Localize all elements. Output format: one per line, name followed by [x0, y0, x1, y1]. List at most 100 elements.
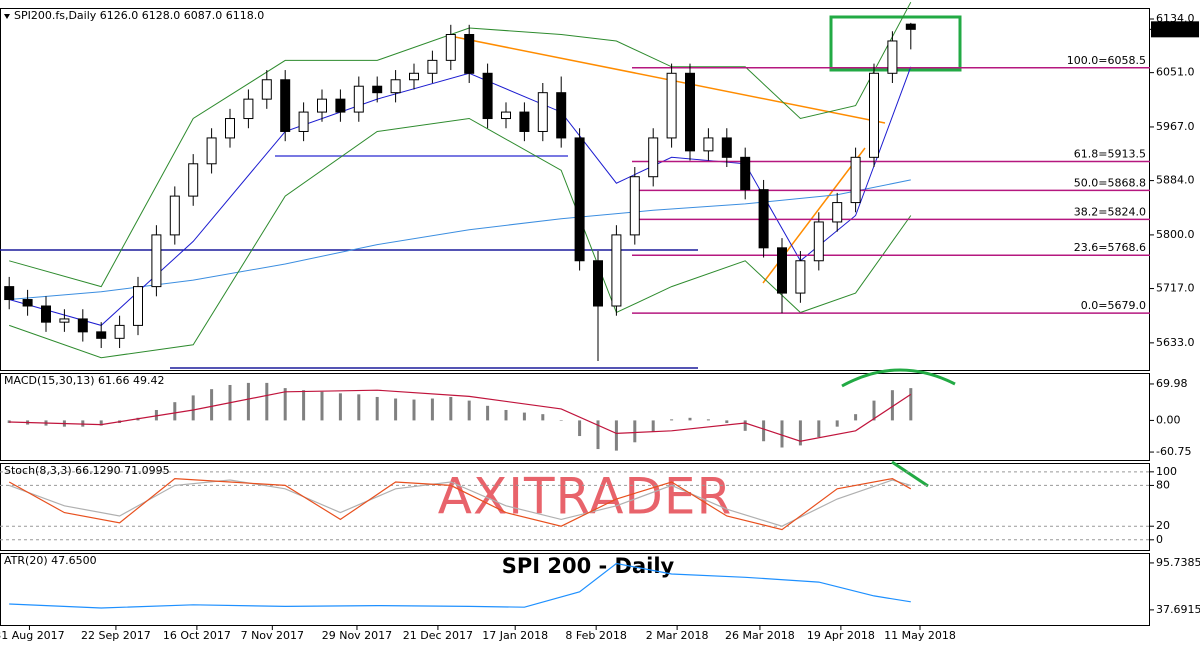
- macd-bar: [7, 420, 11, 424]
- candle-body: [151, 234, 162, 288]
- candle-body: [206, 137, 217, 165]
- macd-bar: [835, 420, 839, 427]
- macd-bar: [578, 420, 582, 437]
- x-tick-label: 8 Feb 2018: [565, 629, 626, 642]
- macd-bar: [338, 393, 342, 421]
- fib-label: 0.0=5679.0: [1081, 299, 1146, 312]
- macd-bar: [522, 412, 526, 421]
- atr-panel: [0, 553, 1150, 626]
- macd-bar: [817, 420, 821, 438]
- macd-bar: [762, 420, 766, 442]
- panel-title: ATR(20) 47.6500: [4, 554, 97, 567]
- x-tick-label: 17 Jan 2018: [482, 629, 548, 642]
- macd-bar: [283, 388, 287, 421]
- candle-body: [464, 34, 475, 74]
- macd-bar: [173, 402, 177, 421]
- caption: SPI 200 - Daily: [502, 554, 675, 578]
- candle-body: [685, 72, 695, 152]
- fib-label: 23.6=5768.6: [1074, 241, 1146, 254]
- y-tick-label: 37.6915: [1156, 603, 1200, 616]
- macd-bar: [725, 420, 729, 424]
- macd-bar: [246, 382, 250, 421]
- candle-body: [611, 234, 622, 307]
- candle-body: [243, 98, 254, 120]
- x-tick-label: 2 Mar 2018: [646, 629, 709, 642]
- macd-bar: [99, 420, 103, 426]
- y-tick-label: 20: [1156, 519, 1170, 532]
- candle-body: [813, 221, 824, 262]
- candle-body: [280, 79, 291, 132]
- macd-bar: [449, 396, 453, 421]
- candle-body: [501, 111, 511, 120]
- macd-panel: [0, 373, 1150, 461]
- macd-bar: [320, 391, 324, 421]
- candle-body: [850, 156, 861, 204]
- macd-bar: [265, 382, 269, 421]
- panel-title: MACD(15,30,13) 61.66 49.42: [4, 374, 165, 387]
- macd-bar: [394, 398, 398, 421]
- candle-body: [758, 189, 769, 249]
- watermark: AXITRADER: [438, 468, 733, 526]
- candle-body: [133, 286, 143, 326]
- y-tick-label: 5884.0: [1156, 174, 1195, 187]
- candle-body: [4, 286, 15, 301]
- last-price-label: 6118.0: [1156, 22, 1195, 35]
- candle-body: [372, 85, 383, 94]
- macd-bar: [302, 390, 306, 421]
- candle-body: [353, 85, 364, 113]
- macd-bar: [430, 398, 434, 421]
- x-tick-label: 21 Dec 2017: [403, 629, 473, 642]
- candle-body: [390, 79, 401, 94]
- signal-line: [9, 389, 912, 442]
- candle-body: [317, 98, 327, 113]
- macd-bar: [467, 400, 471, 421]
- macd-bar: [486, 405, 490, 421]
- candle-body: [556, 92, 567, 139]
- candle-body: [777, 247, 787, 294]
- candle-body: [666, 72, 677, 139]
- macd-bar: [559, 420, 563, 421]
- fib-label: 61.8=5913.5: [1074, 148, 1146, 161]
- macd-bar: [210, 389, 214, 421]
- macd-bar: [798, 420, 802, 446]
- x-tick-label: 16 Oct 2017: [163, 629, 231, 642]
- macd-bar: [504, 409, 508, 421]
- candle-body: [482, 72, 493, 120]
- candle-body: [77, 318, 88, 333]
- y-tick-label: 5717.0: [1156, 282, 1195, 295]
- highlight-stroke: [891, 460, 929, 488]
- macd-bar: [651, 420, 655, 432]
- macd-bar: [890, 390, 894, 421]
- x-tick-label: 31 Aug 2017: [0, 629, 65, 642]
- macd-bar: [154, 409, 158, 421]
- overlay-line: [9, 179, 911, 300]
- candle-body: [593, 260, 603, 307]
- y-tick-label: 5633.0: [1156, 336, 1195, 349]
- candle-body: [519, 111, 530, 132]
- stoch-panel: [0, 463, 1150, 551]
- x-tick-label: 29 Nov 2017: [322, 629, 392, 642]
- macd-bar: [614, 420, 618, 451]
- candle-body: [574, 137, 585, 262]
- y-tick-label: 80: [1156, 478, 1170, 491]
- candle-body: [721, 137, 732, 158]
- macd-bar: [412, 399, 416, 421]
- candle-body: [335, 98, 346, 113]
- x-tick-label: 22 Sep 2017: [81, 629, 151, 642]
- candle-body: [409, 72, 419, 81]
- y-tick-label: 5800.0: [1156, 228, 1195, 241]
- candle-body: [41, 305, 51, 323]
- indicator-line: [9, 562, 911, 609]
- macd-bar: [872, 400, 876, 421]
- candle-body: [59, 318, 70, 323]
- fib-label: 50.0=5868.8: [1074, 176, 1146, 189]
- candle-body: [22, 299, 33, 307]
- candle-body: [905, 23, 916, 30]
- fib-label: 38.2=5824.0: [1074, 205, 1146, 218]
- candle-body: [869, 72, 879, 158]
- panel-title: SPI200.fs,Daily 6126.0 6128.0 6087.0 611…: [14, 9, 264, 22]
- candle-body: [96, 331, 107, 339]
- last-price-box: [1151, 21, 1199, 38]
